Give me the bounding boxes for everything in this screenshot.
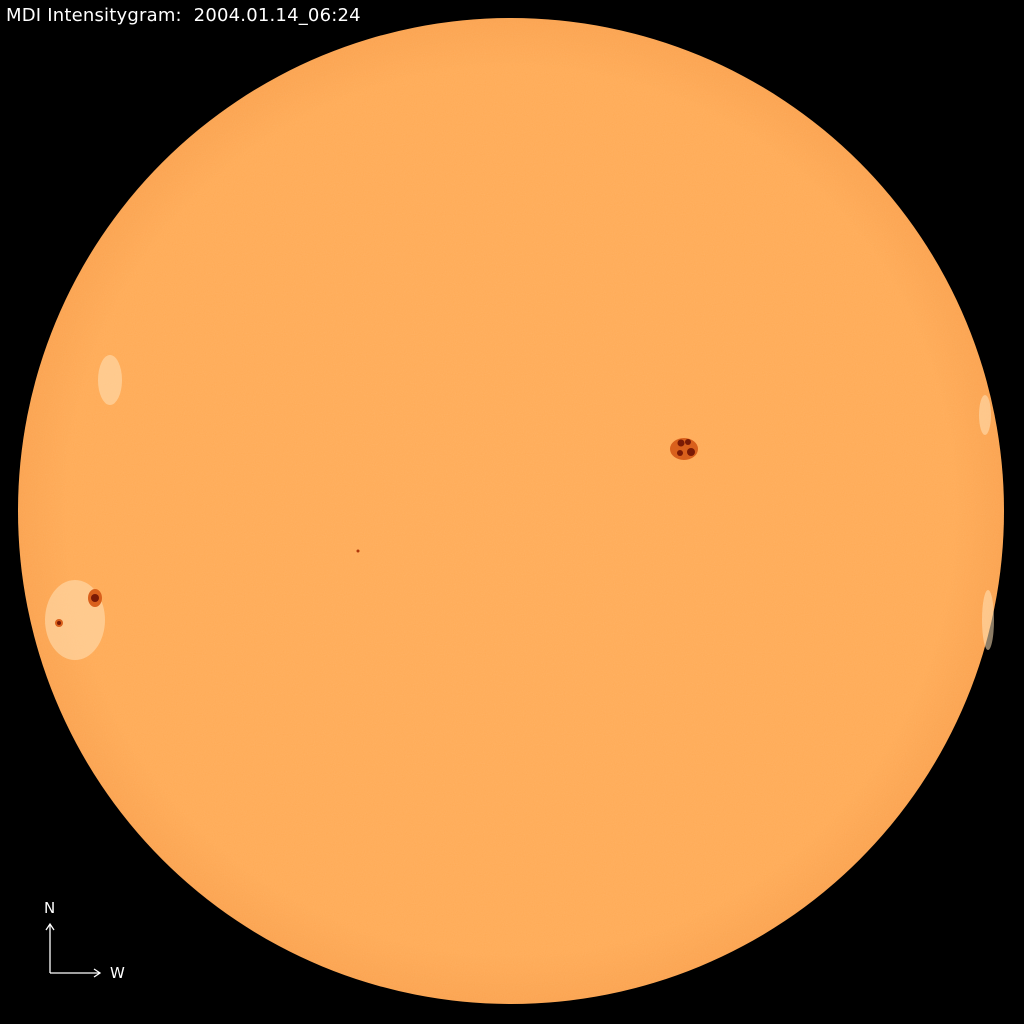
faculae	[45, 355, 994, 660]
small-sunspot	[356, 549, 360, 553]
compass-west-label: W	[110, 964, 125, 982]
sunspot-group-east	[55, 589, 102, 627]
granulation-texture	[18, 18, 1004, 1004]
image-title: MDI Intensitygram: 2004.01.14_06:24	[6, 5, 361, 26]
sunspot-group-west	[670, 438, 698, 460]
compass-north-label: N	[44, 899, 56, 917]
compass-arrows-icon	[45, 922, 102, 978]
